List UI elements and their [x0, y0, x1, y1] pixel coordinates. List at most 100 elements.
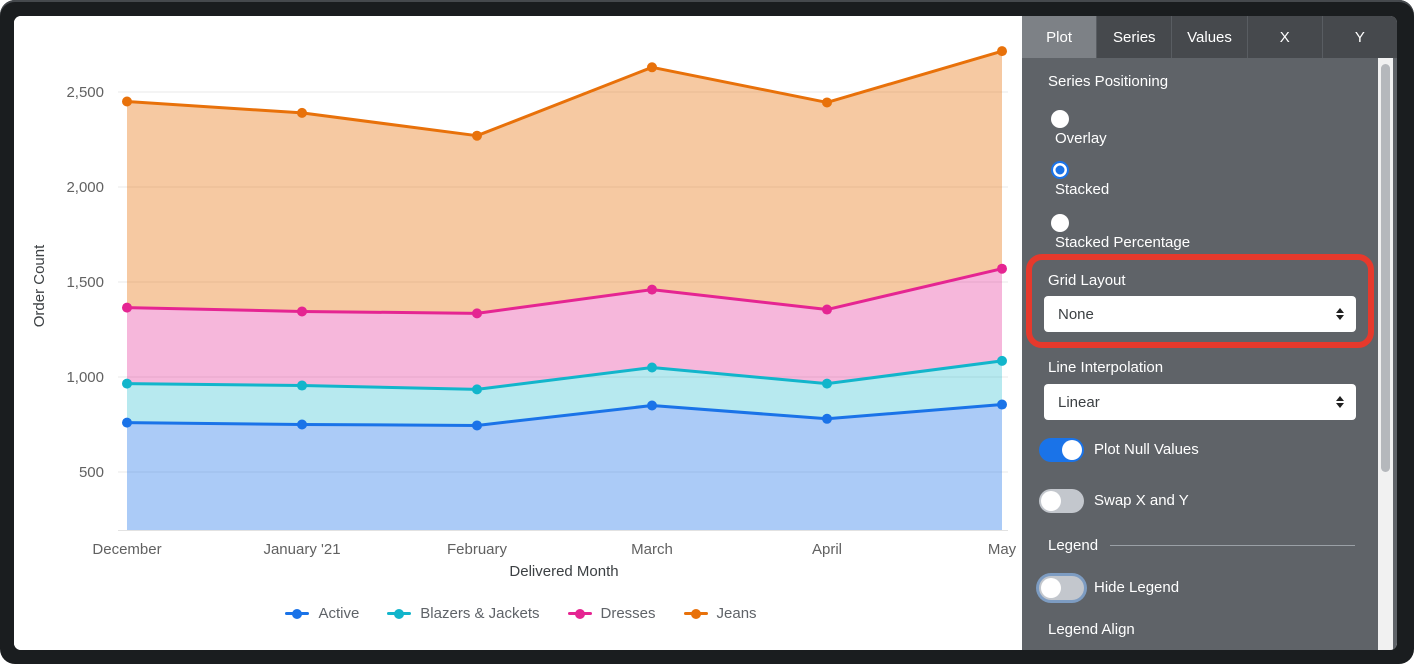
chart-legend: Active Blazers & Jackets Dresses Jeans [76, 605, 966, 622]
series-area [127, 360, 1002, 426]
series-lines [126, 49, 1003, 427]
visualization-editor: 500 1,000 1,500 2,000 2,500 December January '… [14, 16, 1397, 650]
plot-null-values-label: Plot Null Values [1094, 441, 1199, 458]
radio-stacked-percentage-label: Stacked Percentage [1055, 234, 1191, 251]
plot-null-values-toggle[interactable] [1039, 438, 1084, 462]
tab-y[interactable]: Y [1321, 16, 1397, 58]
legend-section-label: Legend [1048, 537, 1099, 554]
visualization-config-panel: Plot Series Values X Y Series Positionin… [1022, 16, 1397, 650]
x-tick-label: February [447, 541, 508, 558]
hide-legend-label: Hide Legend [1094, 579, 1180, 596]
data-point[interactable] [122, 96, 132, 107]
data-point[interactable] [647, 62, 657, 73]
legend-section-header: Legend [1048, 537, 1355, 554]
data-point[interactable] [997, 399, 1007, 410]
series-area [127, 268, 1002, 390]
series-positioning-label: Series Positioning [1048, 73, 1169, 90]
series-marker-icon [387, 608, 412, 619]
data-point[interactable] [297, 419, 307, 430]
series-marker-icon [683, 608, 708, 619]
series-marker-icon [567, 608, 592, 619]
data-point[interactable] [297, 107, 307, 118]
line-interpolation-label: Line Interpolation [1048, 359, 1164, 376]
y-tick-label: 500 [79, 464, 104, 481]
data-point[interactable] [472, 420, 482, 431]
toggle-knob [1041, 578, 1061, 598]
legend-item-jeans[interactable]: Jeans [683, 605, 757, 622]
data-point[interactable] [297, 306, 307, 317]
section-divider [1110, 545, 1355, 546]
tab-x[interactable]: X [1246, 16, 1322, 58]
tab-plot[interactable]: Plot [1022, 16, 1097, 58]
swap-x-and-y-label: Swap X and Y [1094, 492, 1189, 509]
legend-item-dresses[interactable]: Dresses [567, 605, 656, 622]
data-point[interactable] [122, 302, 132, 313]
axis-tick-labels: 500 1,000 1,500 2,000 2,500 December January '… [66, 84, 1016, 558]
tab-values[interactable]: Values [1171, 16, 1246, 58]
line-interpolation-select[interactable]: Linear [1044, 384, 1356, 420]
radio-overlay-label: Overlay [1055, 130, 1107, 147]
legend-item-blazers-jackets[interactable]: Blazers & Jackets [387, 605, 540, 622]
series-area [127, 51, 1002, 314]
y-tick-label: 1,500 [66, 274, 104, 291]
data-point[interactable] [122, 417, 132, 428]
data-point[interactable] [472, 308, 482, 319]
legend-item-active[interactable]: Active [285, 605, 359, 622]
x-tick-label: January '21 [263, 541, 340, 558]
grid-layout-value: None [1058, 305, 1094, 323]
grid-lines [118, 91, 1008, 531]
data-point[interactable] [822, 413, 832, 424]
x-tick-label: March [631, 541, 673, 558]
data-point[interactable] [822, 97, 832, 108]
series-line [126, 403, 1003, 427]
radio-stacked-label: Stacked [1055, 181, 1110, 198]
updown-arrows-icon [1336, 308, 1344, 320]
x-tick-label: May [988, 541, 1017, 558]
panel-scrollbar-track[interactable] [1378, 58, 1393, 650]
series-line [126, 49, 1003, 138]
series-line [126, 267, 1003, 315]
data-point[interactable] [997, 355, 1007, 366]
data-point[interactable] [122, 378, 132, 389]
swap-x-and-y-toggle[interactable] [1039, 489, 1084, 513]
config-tab-bar: Plot Series Values X Y [1022, 16, 1397, 58]
toggle-knob [1062, 440, 1082, 460]
updown-arrows-icon [1336, 396, 1344, 408]
radio-stacked-percentage[interactable] [1051, 214, 1069, 232]
legend-label: Active [318, 605, 360, 622]
data-point[interactable] [297, 380, 307, 391]
series-marker-icon [285, 608, 310, 619]
data-point[interactable] [822, 378, 832, 389]
x-axis-title: Delivered Month [509, 563, 618, 580]
grid-layout-select[interactable]: None [1044, 296, 1356, 332]
data-point[interactable] [997, 46, 1007, 57]
radio-overlay[interactable] [1051, 110, 1069, 128]
hide-legend-toggle[interactable] [1039, 576, 1084, 600]
legend-label: Dresses [600, 605, 656, 622]
data-point[interactable] [997, 263, 1007, 274]
data-point[interactable] [472, 130, 482, 141]
stacked-area-chart[interactable]: 500 1,000 1,500 2,000 2,500 December January '… [14, 16, 1022, 650]
toggle-knob [1041, 491, 1061, 511]
data-point[interactable] [647, 400, 657, 411]
panel-scrollbar-thumb[interactable] [1381, 64, 1390, 472]
data-point[interactable] [472, 384, 482, 395]
legend-label: Blazers & Jackets [420, 605, 540, 622]
x-tick-label: December [92, 541, 161, 558]
y-tick-label: 2,000 [66, 179, 104, 196]
y-axis-title: Order Count [31, 244, 48, 327]
data-points[interactable] [122, 46, 1007, 431]
tab-series[interactable]: Series [1096, 16, 1171, 58]
chart-canvas[interactable]: 500 1,000 1,500 2,000 2,500 December January '… [14, 16, 1022, 650]
grid-layout-label: Grid Layout [1048, 272, 1126, 289]
x-tick-label: April [812, 541, 842, 558]
data-point[interactable] [647, 362, 657, 373]
series-area [127, 404, 1002, 530]
series-areas [127, 51, 1002, 530]
radio-stacked[interactable] [1051, 161, 1069, 179]
y-tick-label: 1,000 [66, 369, 104, 386]
data-point[interactable] [647, 284, 657, 295]
legend-label: Jeans [716, 605, 757, 622]
data-point[interactable] [822, 304, 832, 315]
